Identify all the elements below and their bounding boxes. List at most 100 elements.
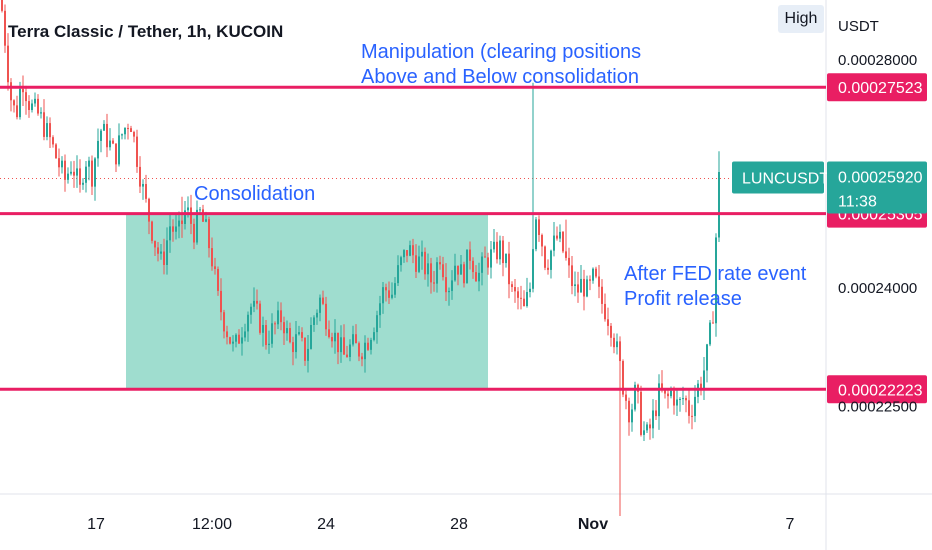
candle-body bbox=[664, 389, 666, 394]
annotation-text: Above and Below consolidation bbox=[361, 66, 639, 88]
candle-body bbox=[193, 223, 195, 243]
candle-body bbox=[553, 235, 555, 251]
candle-body bbox=[601, 286, 603, 304]
candle-body bbox=[223, 312, 225, 332]
candle-body bbox=[31, 103, 33, 111]
candle-body bbox=[433, 282, 435, 284]
candle-body bbox=[589, 279, 591, 281]
symbol-label: LUNCUSDT bbox=[742, 171, 829, 188]
candle-body bbox=[67, 173, 69, 180]
candle-body bbox=[319, 297, 321, 313]
candle-body bbox=[652, 410, 654, 429]
candle-body bbox=[268, 343, 270, 346]
annotation-text: After FED rate event bbox=[624, 263, 807, 285]
candle-body bbox=[235, 334, 237, 342]
candle-body bbox=[682, 398, 684, 400]
candle-body bbox=[256, 300, 258, 304]
candle-body bbox=[4, 10, 6, 46]
candle-body bbox=[136, 136, 138, 167]
candle-body bbox=[349, 344, 351, 358]
candle-body bbox=[562, 231, 564, 252]
candle-body bbox=[388, 290, 390, 298]
candle-body bbox=[529, 288, 531, 293]
candle-body bbox=[520, 297, 522, 299]
candle-body bbox=[532, 249, 534, 289]
candle-body bbox=[130, 128, 132, 133]
candle-body bbox=[709, 322, 711, 345]
candle-body bbox=[40, 112, 42, 114]
candle-body bbox=[421, 251, 423, 257]
candle-body bbox=[622, 361, 624, 395]
candle-body bbox=[403, 250, 405, 258]
candle-body bbox=[373, 332, 375, 340]
candle-body bbox=[631, 409, 633, 423]
candle-body bbox=[103, 123, 105, 131]
annotation-text: Profit release bbox=[624, 288, 742, 310]
candle-body bbox=[226, 331, 228, 338]
level-price-label: 0.00022223 bbox=[838, 382, 923, 399]
candle-body bbox=[211, 248, 213, 267]
candle-body bbox=[157, 247, 159, 254]
candle-body bbox=[64, 160, 66, 180]
candle-body bbox=[358, 343, 360, 357]
candle-body bbox=[301, 332, 303, 338]
candle-body bbox=[658, 383, 660, 417]
candle-body bbox=[139, 166, 141, 187]
candle-body bbox=[16, 105, 18, 118]
candle-body bbox=[19, 88, 21, 118]
candle-body bbox=[295, 334, 297, 353]
candle-body bbox=[478, 272, 480, 282]
high-button[interactable]: High bbox=[778, 5, 824, 33]
candle-body bbox=[649, 424, 651, 429]
candle-body bbox=[298, 332, 300, 335]
candle-body bbox=[364, 342, 366, 360]
candle-body bbox=[535, 219, 537, 250]
candle-body bbox=[259, 303, 261, 333]
candle-body bbox=[679, 398, 681, 400]
candle-body bbox=[400, 257, 402, 266]
candle-body bbox=[394, 283, 396, 295]
candle-body bbox=[475, 272, 477, 282]
consolidation-zone bbox=[126, 213, 488, 390]
candle-body bbox=[685, 398, 687, 401]
candle-body bbox=[313, 317, 315, 325]
candle-body bbox=[274, 323, 276, 325]
candle-body bbox=[568, 257, 570, 266]
candle-body bbox=[286, 328, 288, 334]
candle-body bbox=[511, 284, 513, 288]
candle-body bbox=[37, 98, 39, 114]
candle-body bbox=[85, 166, 87, 183]
candle-body bbox=[550, 250, 552, 270]
candle-body bbox=[205, 219, 207, 222]
candle-body bbox=[166, 240, 168, 265]
candle-body bbox=[124, 127, 126, 135]
candle-body bbox=[484, 256, 486, 258]
candle-body bbox=[133, 132, 135, 137]
candle-body bbox=[385, 287, 387, 291]
candle-body bbox=[676, 399, 678, 406]
candle-body bbox=[619, 341, 621, 362]
candle-body bbox=[55, 144, 57, 159]
candle-body bbox=[487, 257, 489, 268]
candle-body bbox=[607, 319, 609, 326]
candle-body bbox=[469, 249, 471, 261]
candle-body bbox=[328, 329, 330, 338]
candle-body bbox=[430, 263, 432, 283]
candle-body bbox=[244, 331, 246, 338]
candle-body bbox=[646, 424, 648, 431]
candle-body bbox=[334, 332, 336, 342]
candle-body bbox=[481, 256, 483, 273]
candle-body bbox=[496, 241, 498, 260]
candle-body bbox=[454, 265, 456, 281]
annotation-text: Consolidation bbox=[194, 183, 315, 205]
candle-body bbox=[361, 356, 363, 360]
price-unit: USDT bbox=[838, 18, 879, 35]
candle-body bbox=[109, 140, 111, 148]
candle-body bbox=[661, 383, 663, 390]
candle-body bbox=[574, 284, 576, 287]
candle-body bbox=[22, 88, 24, 93]
candle-body bbox=[712, 322, 714, 324]
candle-body bbox=[241, 337, 243, 344]
